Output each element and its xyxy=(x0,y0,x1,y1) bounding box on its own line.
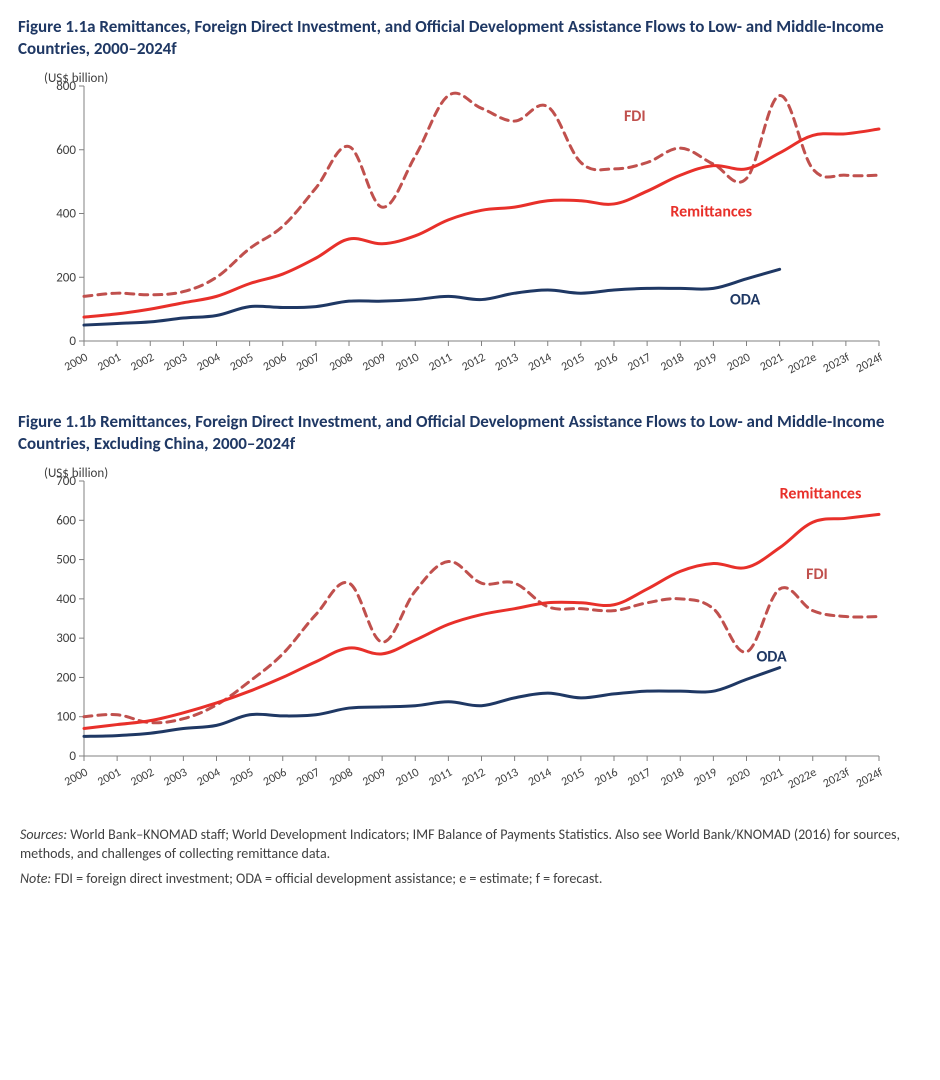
svg-text:2004: 2004 xyxy=(195,351,223,375)
svg-text:2018: 2018 xyxy=(659,766,687,790)
svg-text:2015: 2015 xyxy=(559,351,587,375)
svg-text:400: 400 xyxy=(56,592,76,607)
sources-label: Sources: xyxy=(20,826,67,843)
svg-text:ODA: ODA xyxy=(756,648,787,667)
svg-text:2009: 2009 xyxy=(360,351,388,375)
sources-text: World Bank–KNOMAD staff; World Developme… xyxy=(20,826,900,862)
svg-text:2009: 2009 xyxy=(360,766,388,790)
svg-text:2008: 2008 xyxy=(327,351,355,375)
svg-text:2020: 2020 xyxy=(725,351,753,375)
svg-text:Remittances: Remittances xyxy=(780,485,862,504)
svg-text:2012: 2012 xyxy=(460,766,488,790)
svg-text:2014: 2014 xyxy=(526,766,554,790)
sources-note: Sources: World Bank–KNOMAD staff; World … xyxy=(20,826,920,864)
svg-text:2005: 2005 xyxy=(228,766,256,790)
svg-text:2013: 2013 xyxy=(493,351,521,375)
svg-text:2024f: 2024f xyxy=(854,766,886,792)
svg-text:2022e: 2022e xyxy=(786,766,819,793)
svg-text:2024f: 2024f xyxy=(854,351,886,377)
svg-text:2010: 2010 xyxy=(394,351,422,375)
svg-text:ODA: ODA xyxy=(730,291,761,310)
figure-b-chart: 0100200300400500600700(US$ billion)20002… xyxy=(14,461,926,816)
svg-text:2022e: 2022e xyxy=(786,351,819,378)
svg-text:2017: 2017 xyxy=(625,351,653,375)
svg-text:2016: 2016 xyxy=(592,351,620,375)
svg-text:2010: 2010 xyxy=(394,766,422,790)
svg-text:2014: 2014 xyxy=(526,351,554,375)
svg-text:2003: 2003 xyxy=(162,351,190,375)
svg-text:2002: 2002 xyxy=(129,351,157,375)
svg-text:2006: 2006 xyxy=(261,766,289,790)
definitions-note: Note: FDI = foreign direct investment; O… xyxy=(20,870,920,889)
svg-text:2011: 2011 xyxy=(427,351,455,375)
svg-text:2020: 2020 xyxy=(725,766,753,790)
svg-text:2005: 2005 xyxy=(228,351,256,375)
svg-text:200: 200 xyxy=(56,671,76,686)
svg-text:(US$ billion): (US$ billion) xyxy=(44,71,108,86)
svg-text:2001: 2001 xyxy=(95,766,123,790)
svg-text:(US$ billion): (US$ billion) xyxy=(44,466,108,481)
svg-text:FDI: FDI xyxy=(624,107,646,126)
svg-text:600: 600 xyxy=(56,143,76,158)
svg-text:0: 0 xyxy=(69,334,76,349)
note-label: Note: xyxy=(20,870,51,887)
note-text: FDI = foreign direct investment; ODA = o… xyxy=(51,870,602,887)
svg-text:2021: 2021 xyxy=(758,351,786,375)
svg-text:2012: 2012 xyxy=(460,351,488,375)
figure-a-chart: 0200400600800(US$ billion)20002001200220… xyxy=(14,66,926,401)
svg-text:2017: 2017 xyxy=(625,766,653,790)
svg-text:FDI: FDI xyxy=(806,566,828,585)
svg-text:2007: 2007 xyxy=(294,351,322,375)
svg-text:500: 500 xyxy=(56,553,76,568)
figure-a-svg: 0200400600800(US$ billion)20002001200220… xyxy=(14,66,894,396)
svg-text:2008: 2008 xyxy=(327,766,355,790)
svg-text:2001: 2001 xyxy=(95,351,123,375)
svg-text:2007: 2007 xyxy=(294,766,322,790)
svg-text:100: 100 xyxy=(56,710,76,725)
svg-text:300: 300 xyxy=(56,632,76,647)
svg-text:2004: 2004 xyxy=(195,766,223,790)
figure-b-title: Figure 1.1b Remittances, Foreign Direct … xyxy=(18,411,922,455)
svg-text:2023f: 2023f xyxy=(821,766,853,792)
svg-text:2019: 2019 xyxy=(692,766,720,790)
svg-text:2006: 2006 xyxy=(261,351,289,375)
svg-text:2016: 2016 xyxy=(592,766,620,790)
svg-text:2013: 2013 xyxy=(493,766,521,790)
svg-text:2015: 2015 xyxy=(559,766,587,790)
svg-text:600: 600 xyxy=(56,514,76,529)
svg-text:2023f: 2023f xyxy=(821,351,853,377)
svg-text:2003: 2003 xyxy=(162,766,190,790)
svg-text:2018: 2018 xyxy=(659,351,687,375)
svg-text:2002: 2002 xyxy=(129,766,157,790)
svg-text:2011: 2011 xyxy=(427,766,455,790)
svg-text:0: 0 xyxy=(69,749,76,764)
svg-text:2021: 2021 xyxy=(758,766,786,790)
figure-b-svg: 0100200300400500600700(US$ billion)20002… xyxy=(14,461,894,811)
svg-text:2000: 2000 xyxy=(62,351,90,375)
svg-text:2000: 2000 xyxy=(62,766,90,790)
figure-a-title: Figure 1.1a Remittances, Foreign Direct … xyxy=(18,16,922,60)
svg-text:Remittances: Remittances xyxy=(670,203,752,222)
svg-text:2019: 2019 xyxy=(692,351,720,375)
svg-text:400: 400 xyxy=(56,207,76,222)
svg-text:200: 200 xyxy=(56,270,76,285)
